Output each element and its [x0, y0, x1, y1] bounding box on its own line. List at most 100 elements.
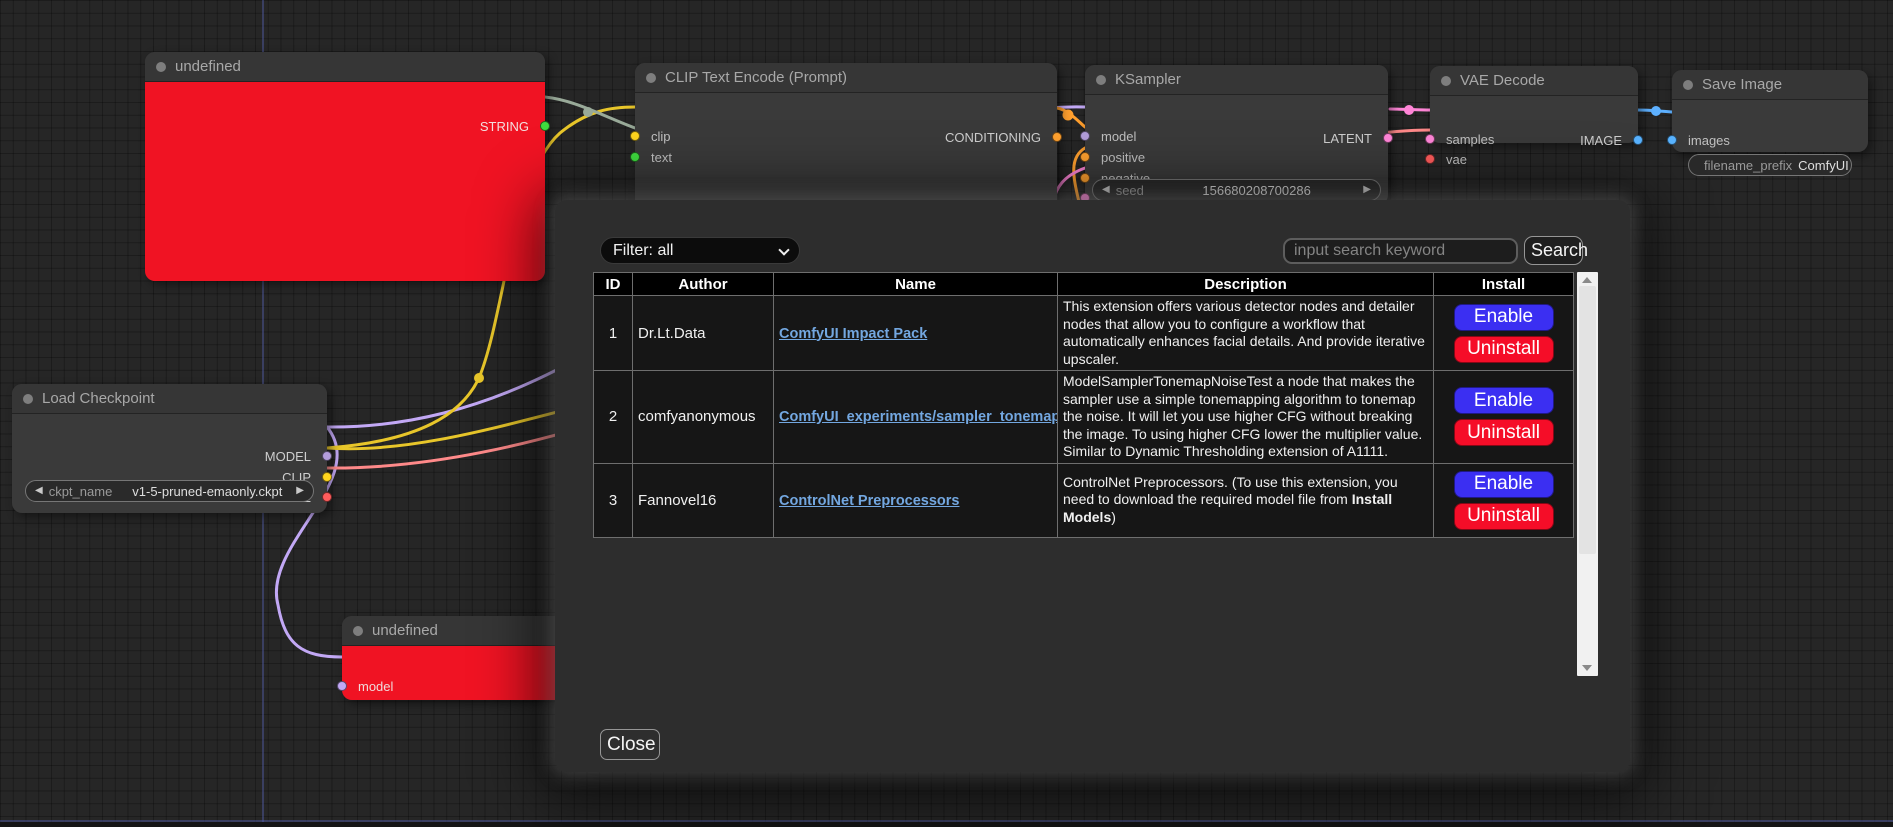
wire-dot-image: [1651, 106, 1661, 116]
output-port-latent[interactable]: [1383, 133, 1393, 143]
ckpt-name-widget[interactable]: ◀ ckpt_name v1-5-pruned-emaonly.ckpt ▶: [25, 480, 314, 502]
output-port-model[interactable]: [322, 451, 332, 461]
input-port-vae[interactable]: [1425, 154, 1435, 164]
scroll-up-icon[interactable]: [1582, 277, 1592, 283]
collapse-dot-icon[interactable]: [353, 625, 363, 636]
search-input[interactable]: [1283, 238, 1518, 264]
wire-latent-out: [1388, 107, 1432, 112]
table-scrollbar[interactable]: [1577, 272, 1598, 676]
cell-author: comfyanonymous: [632, 370, 774, 464]
extension-link[interactable]: ControlNet Preprocessors: [779, 492, 960, 509]
node-title-bar: undefined: [145, 52, 545, 82]
node-body: samples vae IMAGE: [1425, 96, 1643, 167]
wire-dot-latent: [1404, 105, 1414, 115]
col-header-id: ID: [593, 272, 633, 296]
cell-author: Fannovel16: [632, 462, 774, 538]
node-title-bar: KSampler: [1085, 65, 1388, 95]
filter-select-wrap: Filter: all: [600, 237, 800, 264]
enable-button[interactable]: Enable: [1453, 470, 1554, 498]
node-vae-decode[interactable]: VAE Decode samples vae IMAGE: [1425, 66, 1643, 167]
node-body: clip text CONDITIONING: [630, 93, 1062, 213]
input-port-text[interactable]: [630, 152, 640, 162]
node-ksampler[interactable]: KSampler model positive negative latent_…: [1080, 65, 1393, 206]
input-port-images[interactable]: [1667, 135, 1677, 145]
wire-dot-string: [583, 107, 593, 117]
widget-value: ComfyUI: [1798, 157, 1849, 173]
close-button[interactable]: Close: [600, 729, 660, 760]
input-label: model: [358, 679, 394, 694]
node-clip-text-encode[interactable]: CLIP Text Encode (Prompt) clip text COND…: [630, 63, 1062, 213]
node-body: model: [337, 646, 582, 700]
extension-table: ID Author Name Description Install 1 Dr.…: [593, 272, 1574, 538]
node-undefined-string[interactable]: undefined STRING: [145, 52, 550, 281]
node-title: CLIP Text Encode (Prompt): [665, 69, 848, 86]
collapse-dot-icon[interactable]: [1096, 74, 1106, 85]
collapse-dot-icon[interactable]: [646, 72, 656, 83]
node-undefined-model[interactable]: undefined model: [337, 616, 582, 700]
col-header-install: Install: [1433, 272, 1574, 296]
widget-prev-icon[interactable]: ◀: [1102, 184, 1110, 195]
collapse-dot-icon[interactable]: [23, 393, 33, 404]
filename-prefix-widget[interactable]: filename_prefix ComfyUI: [1688, 154, 1852, 176]
enable-button[interactable]: Enable: [1453, 387, 1554, 415]
node-title: Save Image: [1702, 76, 1783, 93]
output-port-vae[interactable]: [322, 492, 332, 502]
extension-link[interactable]: ComfyUI_experiments/sampler_tonemap: [779, 409, 1058, 426]
node-load-checkpoint[interactable]: Load Checkpoint MODEL CLIP VAE ◀ ckpt_na…: [12, 384, 332, 513]
cell-description: ModelSamplerTonemapNoiseTest a node that…: [1057, 370, 1434, 464]
input-port-negative[interactable]: [1080, 173, 1090, 183]
cell-author: Dr.Lt.Data: [632, 295, 774, 371]
input-label: samples: [1446, 132, 1495, 147]
output-label: STRING: [479, 119, 529, 134]
collapse-dot-icon[interactable]: [1441, 75, 1451, 86]
input-label: vae: [1446, 152, 1467, 167]
widget-label: ckpt_name: [48, 483, 113, 499]
widget-label: filename_prefix: [1704, 157, 1793, 173]
scrollbar-thumb[interactable]: [1579, 286, 1596, 554]
widget-next-icon[interactable]: ▶: [1363, 184, 1371, 195]
cell-id: 3: [593, 462, 633, 538]
filter-select[interactable]: Filter: all: [600, 237, 800, 264]
node-title: KSampler: [1115, 71, 1181, 88]
extension-link[interactable]: ComfyUI Impact Pack: [779, 325, 928, 342]
scroll-down-icon[interactable]: [1582, 665, 1592, 671]
output-port-string[interactable]: [540, 121, 550, 131]
uninstall-button[interactable]: Uninstall: [1453, 419, 1554, 447]
manager-dialog: Filter: all Search ID Author Name Descri…: [555, 200, 1630, 772]
cell-id: 1: [593, 295, 633, 371]
input-label: text: [651, 150, 672, 165]
col-header-description: Description: [1057, 272, 1434, 296]
node-save-image[interactable]: Save Image images filename_prefix ComfyU…: [1667, 70, 1868, 176]
node-title: undefined: [372, 622, 438, 639]
wire-clip-b: [325, 410, 559, 451]
widget-next-icon[interactable]: ▶: [296, 485, 304, 496]
seed-widget[interactable]: ◀ seed 156680208700286 ▶: [1092, 179, 1381, 201]
enable-button[interactable]: Enable: [1453, 303, 1554, 331]
node-title-bar: Save Image: [1672, 70, 1868, 100]
wire-dot-clip: [474, 373, 484, 383]
uninstall-button[interactable]: Uninstall: [1453, 502, 1554, 530]
collapse-dot-icon[interactable]: [1683, 79, 1693, 90]
node-title: undefined: [175, 58, 241, 75]
input-port-model[interactable]: [337, 681, 347, 691]
cell-description: ControlNet Preprocessors. (To use this e…: [1057, 462, 1434, 538]
node-title-bar: VAE Decode: [1430, 66, 1638, 96]
output-port-image[interactable]: [1633, 135, 1643, 145]
widget-prev-icon[interactable]: ◀: [35, 485, 43, 496]
wire-string: [543, 95, 637, 130]
wire-conditioning-positive: [1055, 106, 1087, 129]
col-header-name: Name: [773, 272, 1058, 296]
output-port-conditioning[interactable]: [1052, 132, 1062, 142]
node-title-bar: CLIP Text Encode (Prompt): [635, 63, 1057, 93]
output-port-clip[interactable]: [322, 472, 332, 482]
table-row: 2 comfyanonymous ComfyUI_experiments/sam…: [593, 370, 1574, 464]
uninstall-button[interactable]: Uninstall: [1453, 335, 1554, 363]
search-button[interactable]: Search: [1524, 236, 1588, 265]
node-body: MODEL CLIP VAE ◀ ckpt_name v1-5-pruned-e…: [12, 414, 332, 513]
input-port-positive[interactable]: [1080, 152, 1090, 162]
collapse-dot-icon[interactable]: [156, 61, 166, 72]
output-label: IMAGE: [1580, 133, 1622, 148]
node-body: STRING: [145, 82, 550, 281]
output-label: MODEL: [264, 449, 311, 464]
